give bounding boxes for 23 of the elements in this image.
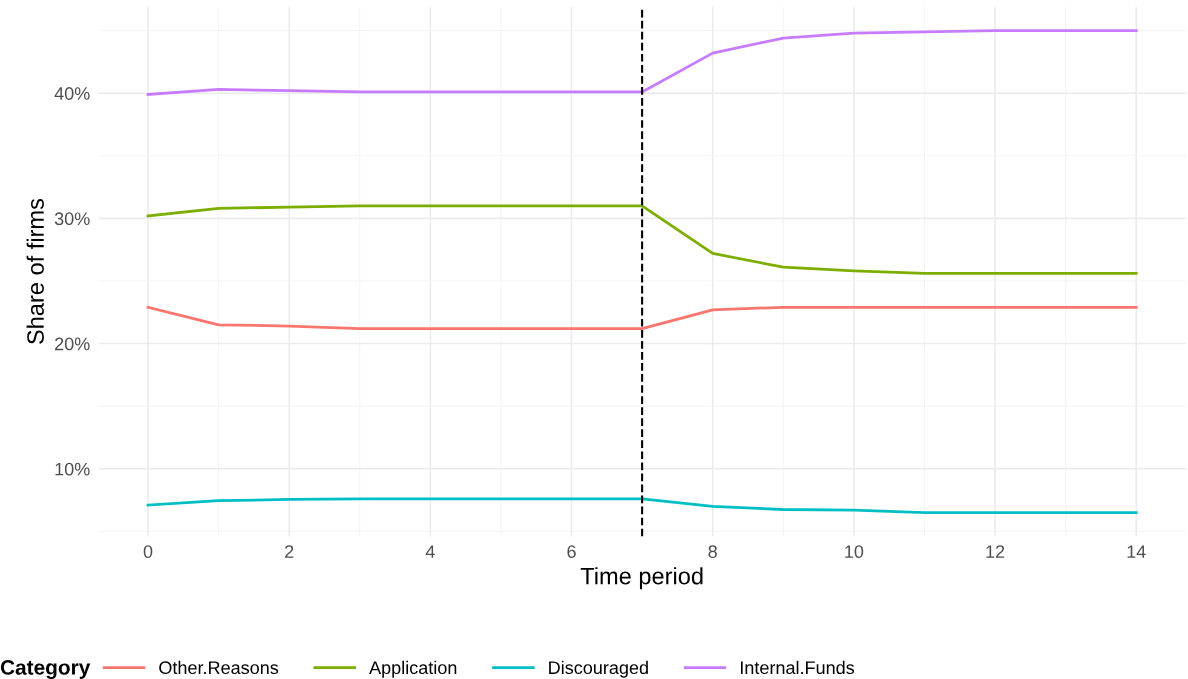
x-tick-label: 0 (143, 545, 153, 559)
x-tick-label: 10 (845, 545, 864, 559)
y-axis-title: Share of firms (26, 198, 44, 344)
line-series (146, 204, 1138, 275)
line-series (146, 305, 1138, 330)
legend-label: Application (369, 660, 457, 678)
x-tick-label: 14 (1127, 545, 1146, 558)
line-series (146, 497, 1138, 515)
x-axis-title: Time period (580, 567, 703, 590)
y-tick-label: 10% (55, 462, 90, 476)
x-tick-label: 6 (567, 545, 576, 559)
y-tick-label: 40% (54, 87, 90, 100)
legend-label: Internal.Funds (740, 660, 855, 675)
y-tick-label: 30% (54, 212, 90, 226)
x-tick-label: 4 (425, 545, 435, 558)
legend-label: Discouraged (549, 660, 648, 678)
x-tick-label: 12 (986, 545, 1005, 558)
legend-label: Other.Reasons (159, 660, 279, 675)
legend-title: Category (0, 660, 91, 679)
line-series (146, 29, 1138, 96)
x-tick-label: 2 (285, 545, 294, 558)
x-tick-label: 8 (708, 545, 717, 559)
y-tick-label: 20% (55, 337, 90, 351)
